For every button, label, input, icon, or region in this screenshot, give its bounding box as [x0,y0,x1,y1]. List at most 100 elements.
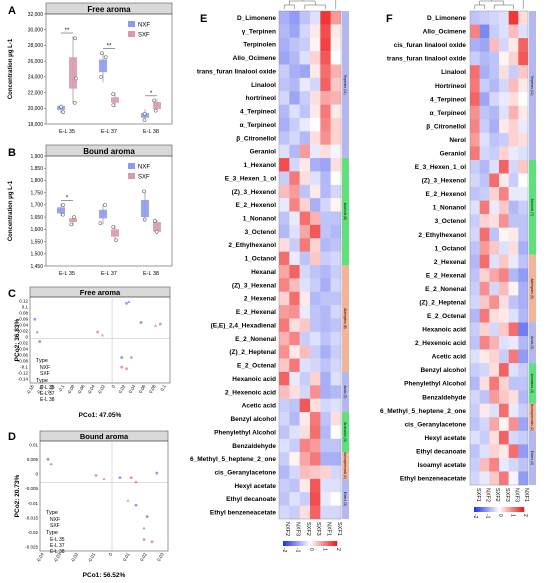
color-scale-segment [499,507,501,512]
panel-b: B Bound aroma Concentration μg L-1 1,450… [8,145,172,277]
heatmap-cell [499,444,509,458]
heatmap-cell [279,105,290,119]
color-scale-segment [507,507,509,512]
heatmap-cell [289,225,300,239]
x-tick-label: 0.03 [156,552,165,563]
heatmap-cell [279,158,290,172]
column-label: SXF2 [494,488,500,502]
heatmap-cell [480,187,490,201]
heatmap-cell [509,458,519,472]
row-label: Acetic acid [432,354,466,361]
row-label: Nerol [449,137,466,144]
heatmap-cell [480,350,490,364]
point-sxf [130,476,133,479]
heatmap-cell [310,385,321,399]
row-label: Hexyl acetate [424,435,466,442]
box-sxf [69,218,77,222]
color-scale-segment [491,507,493,512]
data-point [99,222,102,225]
heatmap-cell [320,359,331,373]
box-nxf [99,210,107,219]
group-label: Norisoprenoids (2) [343,452,347,479]
color-scale-segment [294,541,297,546]
heatmap-cell [470,106,480,120]
y-tick-label: 0.005 [27,457,39,462]
heatmap-cell [310,11,321,25]
box-sxf [69,57,77,88]
heatmap-cell [509,268,519,282]
row-label: (Z)_3_Hexenol [422,178,467,185]
row-label: Linalool [251,82,276,89]
heatmap-cell [331,11,342,25]
y-tick-label: -0.06 [18,353,29,358]
heatmap-cell [289,198,300,212]
panel-d-plot-frame [40,441,168,551]
x-tick-label: E-L 37 [101,129,117,135]
heatmap-cell [499,404,509,418]
panel-b-legend: NXF SXF [128,163,150,181]
heatmap-cell [499,25,509,39]
heatmap-cell [518,11,528,25]
panel-letter-d: D [8,431,16,443]
heatmap-cell [518,79,528,93]
group-label: Alcohols (7) [530,199,534,216]
heatmap-cell [310,412,321,426]
x-tick-label: -0.16 [25,384,35,396]
heatmap-cell [499,38,509,52]
row-label: Ethyl benzeneacetate [210,510,276,517]
color-scale-segment [317,541,320,546]
heatmap-cell [310,492,321,506]
color-scale-segment [503,507,505,512]
panel-e-heatmap: D_Limoneneγ_TerpinenTerpinolenAllo_Ocime… [190,0,349,553]
heatmap-cell [489,458,499,472]
heatmap-cell [310,38,321,52]
heatmap-cell [310,479,321,493]
heatmap-cell [289,466,300,480]
heatmap-cell [509,214,519,228]
heatmap-cell [320,252,331,266]
heatmap-cell [489,11,499,25]
heatmap-cell [331,38,342,52]
heatmap-cell [289,332,300,346]
heatmap-cell [480,133,490,147]
heatmap-cell [279,439,290,453]
heatmap-cell [279,466,290,480]
heatmap-cell [279,198,290,212]
color-scale-segment [283,541,286,546]
y-tick-label: 20,000 [28,106,44,112]
legend-title-type-stage: Type [36,378,48,384]
panel-c-legend: Type NXF SXF Type E-L 35 E-L 37 E-L 38 [36,358,55,403]
heatmap-cell [300,252,311,266]
heatmap-cell [300,78,311,92]
heatmap-cell [489,214,499,228]
heatmap-cell [320,466,331,480]
row-label: cis_Geranylacetone [215,470,277,477]
point-sxf [143,538,146,541]
y-tick-label: 1,800 [30,178,43,184]
data-point [112,225,115,228]
heatmap-cell [279,38,290,52]
heatmap-cell [300,105,311,119]
color-scale-segment [310,541,313,546]
heatmap-cell [499,309,509,323]
data-point [115,239,118,242]
heatmap-cell [279,212,290,226]
heatmap-cell [331,305,342,319]
heatmap-cell [300,492,311,506]
heatmap-cell [331,118,342,132]
heatmap-cell [289,412,300,426]
heatmap-cell [489,471,499,485]
heatmap-cell [518,404,528,418]
heatmap-cell [331,238,342,252]
row-label: (E,E)_2,4_Hexadienal [211,322,277,329]
panel-c-title: Free aroma [80,288,121,297]
heatmap-cell [331,439,342,453]
heatmap-cell [489,52,499,66]
heatmap-cell [289,91,300,105]
panel-e: E D_Limoneneγ_TerpinenTerpinolenAllo_Oci… [190,0,349,553]
data-point [74,37,77,40]
y-tick-label: 0.1 [22,305,29,310]
panel-b-title: Bound aroma [83,147,135,156]
heatmap-cell [331,91,342,105]
heatmap-cell [480,38,490,52]
